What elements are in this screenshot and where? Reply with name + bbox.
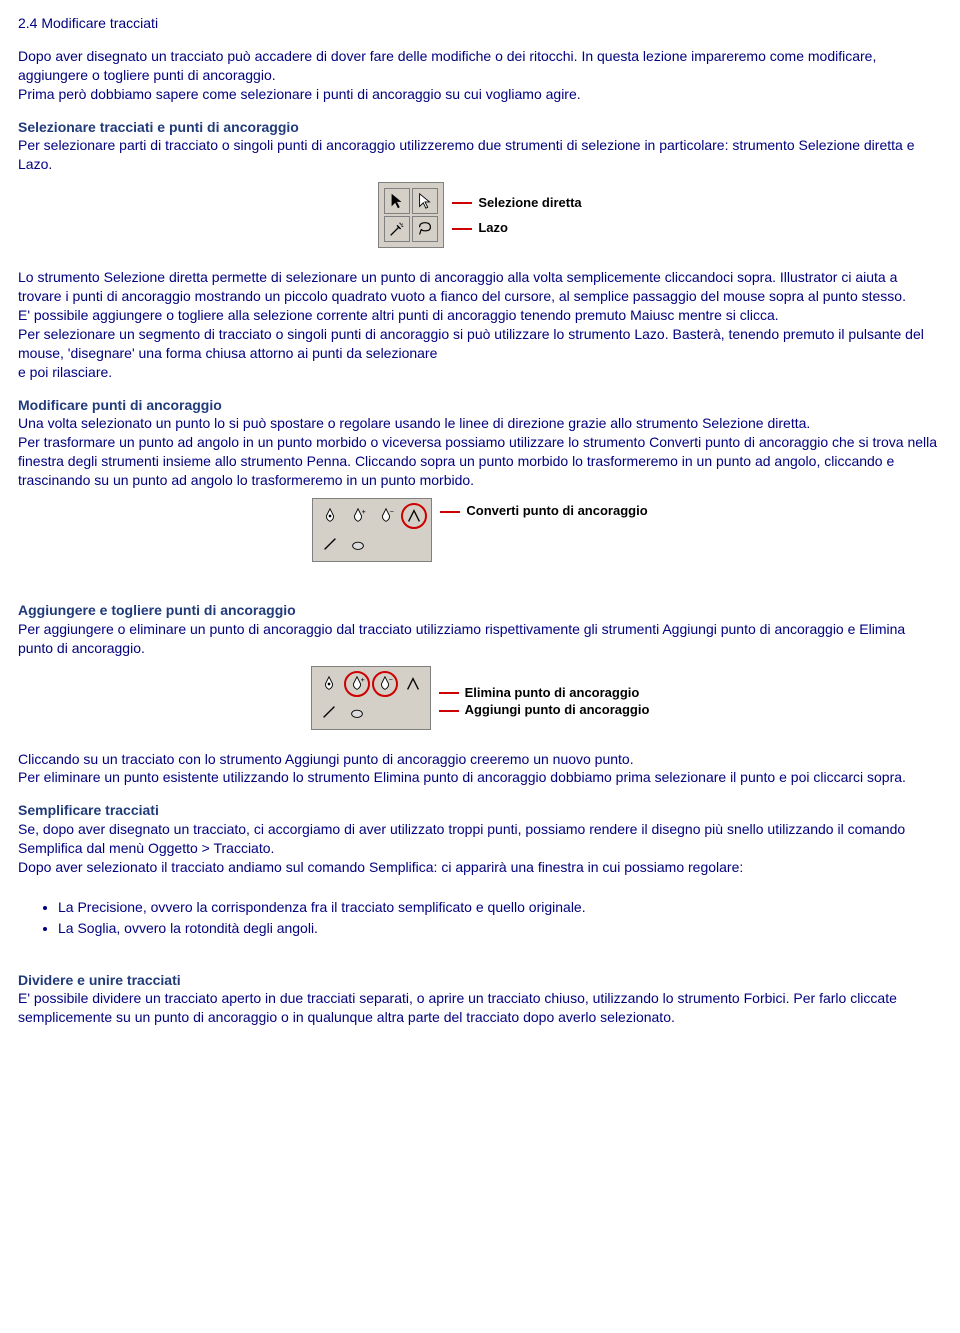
direct-selection-tool-icon — [412, 188, 438, 214]
sec2-figure: + − Converti punto di — [18, 498, 942, 562]
sec1-figure: Selezione diretta Lazo — [18, 182, 942, 248]
sec3-figure: + − Elimina punto di — [18, 666, 942, 730]
ellipse-tool-icon-2 — [344, 699, 370, 725]
sec2-heading: Modificare punti di ancoraggio — [18, 397, 222, 413]
label-lazo: Lazo — [478, 220, 508, 235]
add-anchor-tool-icon: + — [345, 503, 371, 529]
sec1-after: Lo strumento Selezione diretta permette … — [18, 268, 942, 381]
magic-wand-tool-icon — [384, 216, 410, 242]
line-tool-icon — [317, 531, 343, 557]
ellipse-tool-icon — [345, 531, 371, 557]
sec5-heading: Dividere e unire tracciati — [18, 972, 181, 988]
pen-tool-icon — [317, 503, 343, 529]
sec1-heading: Selezionare tracciati e punti di ancorag… — [18, 119, 299, 135]
add-anchor-tool-icon-2: + — [344, 671, 370, 697]
empty-tool-icon — [373, 531, 399, 557]
pen-tool-icon-2 — [316, 671, 342, 697]
convert-anchor-tool-icon — [401, 503, 427, 529]
empty-tool-icon-2 — [401, 531, 427, 557]
sec5-body: E' possibile dividere un tracciato apert… — [18, 990, 897, 1025]
label-converti-punto: Converti punto di ancoraggio — [466, 503, 647, 518]
svg-text:−: − — [390, 507, 394, 516]
empty-tool-icon-4 — [400, 699, 426, 725]
label-aggiungi-punto: Aggiungi punto di ancoraggio — [465, 702, 650, 717]
sec2-body: Una volta selezionato un punto lo si può… — [18, 415, 937, 488]
list-item: La Precisione, ovvero la corrispondenza … — [58, 898, 942, 917]
toolbox-pen: + − — [312, 498, 432, 562]
convert-anchor-tool-icon-2 — [400, 671, 426, 697]
sec4-list: La Precisione, ovvero la corrispondenza … — [58, 898, 942, 938]
svg-text:−: − — [388, 675, 392, 684]
sec4-body: Se, dopo aver disegnato un tracciato, ci… — [18, 821, 905, 875]
label-selezione-diretta: Selezione diretta — [478, 195, 581, 210]
toolbox-pen-2: + − — [311, 666, 431, 730]
lasso-tool-icon — [412, 216, 438, 242]
list-item: La Soglia, ovvero la rotondità degli ang… — [58, 919, 942, 938]
empty-tool-icon-3 — [372, 699, 398, 725]
toolbox-selection — [378, 182, 444, 248]
sec3-heading: Aggiungere e togliere punti di ancoraggi… — [18, 602, 296, 618]
intro-text: Dopo aver disegnato un tracciato può acc… — [18, 47, 942, 104]
svg-text:+: + — [360, 675, 364, 684]
delete-anchor-tool-icon-2: − — [372, 671, 398, 697]
delete-anchor-tool-icon: − — [373, 503, 399, 529]
page-title: 2.4 Modificare tracciati — [18, 14, 942, 33]
label-elimina-punto: Elimina punto di ancoraggio — [465, 685, 640, 700]
svg-text:+: + — [362, 507, 366, 516]
line-tool-icon-2 — [316, 699, 342, 725]
sec3-after: Cliccando su un tracciato con lo strumen… — [18, 750, 942, 788]
sec1-body: Per selezionare parti di tracciato o sin… — [18, 137, 914, 172]
selection-tool-icon — [384, 188, 410, 214]
sec3-body: Per aggiungere o eliminare un punto di a… — [18, 621, 905, 656]
sec1-figure-labels: Selezione diretta Lazo — [452, 194, 581, 237]
sec4-heading: Semplificare tracciati — [18, 802, 159, 818]
